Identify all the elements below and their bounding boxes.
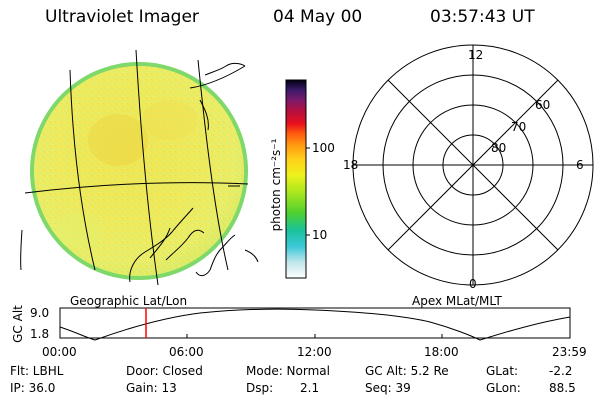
altitude-plot-frame: [59, 307, 571, 339]
status-glat-label: GLat:: [486, 364, 519, 378]
altitude-xtick-0: 00:00: [42, 345, 77, 359]
colorbar-tick-100: 100: [312, 141, 335, 155]
left-panel-caption: Geographic Lat/Lon: [70, 294, 188, 308]
mlt-6-label: 6: [576, 158, 584, 172]
coastlines: [20, 62, 259, 283]
altitude-ytick-top: 9.0: [30, 306, 50, 320]
altitude-xtick-3: 18:00: [424, 345, 459, 359]
status-dsp-label: Dsp:: [246, 381, 274, 395]
mlat-80-label: 80: [491, 141, 507, 155]
status-glon-label: GLon:: [486, 381, 521, 395]
polar-plot-caption: Apex MLat/MLT: [412, 294, 502, 308]
status-door: Door: Closed: [126, 364, 203, 378]
status-gc-alt: GC Alt: 5.2 Re: [365, 364, 449, 378]
colorbar-unit-label: photon cm⁻²s⁻¹: [269, 138, 283, 232]
mlt-0-label: 0: [469, 277, 477, 291]
status-mode: Mode: Normal: [246, 364, 330, 378]
mlat-70-label: 70: [511, 120, 527, 134]
status-filter: Flt: LBHL: [10, 364, 64, 378]
mlat-60-label: 60: [535, 98, 551, 112]
colorbar-tick-10: 10: [312, 228, 328, 242]
instrument-title: Ultraviolet Imager: [45, 7, 199, 27]
mlt-12-label: 12: [468, 48, 484, 62]
altitude-ylabel: GC Alt: [11, 305, 25, 343]
altitude-xtick-2: 12:00: [297, 345, 332, 359]
colorbar: [285, 79, 310, 279]
time-label: 03:57:43 UT: [430, 7, 535, 27]
polar-diag-2: [387, 79, 559, 251]
status-ip: IP: 36.0: [10, 381, 56, 395]
mlt-18-label: 18: [343, 158, 359, 172]
status-seq: Seq: 39: [365, 381, 411, 395]
polar-plot: [352, 44, 594, 286]
altitude-ytick-bottom: 1.8: [30, 327, 50, 341]
altitude-plot: [59, 307, 571, 341]
altitude-xtick-4: 23:59: [552, 345, 587, 359]
uv-image-panel: [20, 49, 259, 286]
altitude-xtick-1: 06:00: [169, 345, 204, 359]
date-label: 04 May 00: [273, 7, 363, 27]
status-glat-value: -2.2: [549, 364, 573, 378]
altitude-curve: [59, 308, 571, 341]
status-dsp-value: 2.1: [300, 381, 320, 395]
status-glon-value: 88.5: [549, 381, 576, 395]
status-gain: Gain: 13: [126, 381, 177, 395]
colorbar-gradient: [285, 79, 307, 279]
